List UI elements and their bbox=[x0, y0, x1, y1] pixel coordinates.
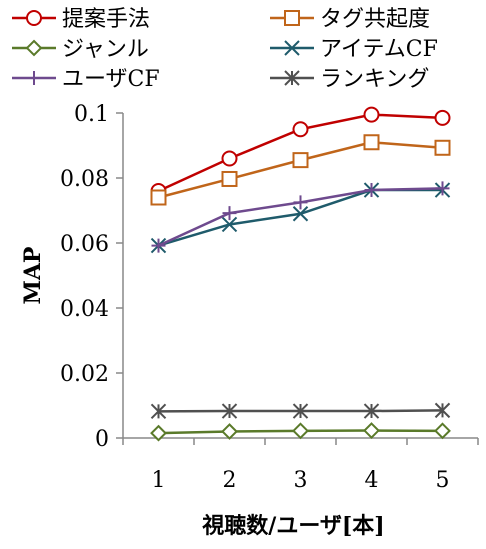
y-tick-label: 0.08 bbox=[60, 167, 109, 192]
data-point bbox=[363, 403, 380, 419]
x-axis: 1 2 3 4 5 bbox=[122, 437, 479, 493]
data-point bbox=[151, 238, 166, 253]
legend-item: 提案手法 bbox=[12, 7, 150, 32]
data-point bbox=[221, 423, 238, 440]
data-point bbox=[434, 422, 451, 440]
legend-marker bbox=[27, 71, 41, 85]
data-point bbox=[221, 403, 238, 419]
y-tick-label: 0 bbox=[95, 427, 109, 452]
legend-marker bbox=[25, 39, 43, 57]
legend-marker bbox=[284, 70, 300, 86]
x-tick-label: 4 bbox=[365, 468, 379, 493]
x-tick-label: 3 bbox=[294, 468, 308, 493]
data-point bbox=[292, 206, 309, 222]
data-point bbox=[434, 109, 451, 126]
series-layer bbox=[150, 106, 451, 442]
data-point bbox=[292, 403, 309, 419]
data-point bbox=[435, 181, 450, 196]
x-axis-title: 視聴数/ユーザ[本] bbox=[202, 513, 384, 539]
legend-item: タグ共起度 bbox=[270, 7, 430, 32]
legend-label: ランキング bbox=[320, 67, 429, 92]
y-tick-label: 0.1 bbox=[74, 102, 109, 127]
data-point bbox=[364, 183, 379, 198]
legend-label: 提案手法 bbox=[62, 7, 150, 32]
legend-label: ジャンル bbox=[62, 37, 149, 62]
data-point bbox=[221, 216, 238, 233]
data-point bbox=[292, 422, 309, 440]
legend-label: タグ共起度 bbox=[320, 7, 430, 32]
data-point bbox=[363, 422, 380, 439]
y-axis-title: MAP bbox=[20, 247, 46, 305]
data-point bbox=[221, 170, 238, 187]
data-point bbox=[150, 403, 167, 420]
data-point bbox=[292, 152, 309, 169]
y-tick-label: 0.02 bbox=[60, 362, 109, 387]
data-point bbox=[222, 206, 237, 221]
series-4 bbox=[150, 182, 451, 254]
data-point bbox=[434, 139, 451, 156]
data-point bbox=[221, 150, 238, 167]
x-tick-label: 1 bbox=[152, 468, 166, 493]
data-point bbox=[293, 195, 308, 210]
legend-marker bbox=[284, 10, 300, 26]
series-2 bbox=[150, 134, 451, 206]
x-tick-label: 5 bbox=[436, 468, 450, 493]
series-6 bbox=[150, 402, 451, 420]
data-point bbox=[150, 424, 167, 442]
legend-label: ユーザCF bbox=[62, 67, 160, 92]
data-point bbox=[434, 402, 451, 419]
y-tick-label: 0.04 bbox=[60, 297, 109, 322]
y-tick-label: 0.06 bbox=[60, 232, 109, 257]
series-5 bbox=[151, 181, 450, 253]
data-point bbox=[363, 106, 380, 123]
series-3 bbox=[150, 422, 451, 442]
legend-item: ジャンル bbox=[12, 37, 149, 62]
data-point bbox=[292, 121, 309, 138]
legend-marker bbox=[26, 10, 42, 26]
legend-item: ランキング bbox=[270, 67, 429, 92]
data-point bbox=[150, 189, 167, 206]
data-point bbox=[363, 134, 380, 151]
legend-item: アイテムCF bbox=[270, 37, 438, 62]
legend-item: ユーザCF bbox=[12, 67, 160, 92]
x-tick-label: 2 bbox=[223, 468, 237, 493]
legend-label: アイテムCF bbox=[320, 37, 438, 62]
legend-marker bbox=[284, 40, 300, 56]
y-axis: 0 0.02 0.04 0.06 0.08 0.1 bbox=[60, 102, 124, 452]
